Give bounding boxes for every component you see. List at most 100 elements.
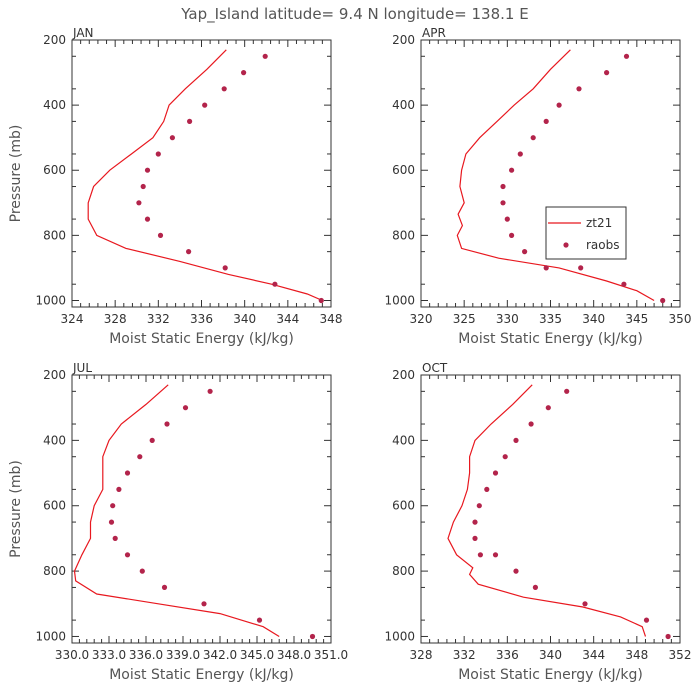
data-point-raobs [108,519,115,525]
data-point-raobs [144,167,151,173]
data-point-raobs [604,70,610,76]
x-tick-label: 333.0 [92,648,126,662]
legend-box [545,206,627,260]
series-line-zt21 [87,49,323,302]
data-point-raobs [124,552,131,558]
y-tick-label: 400 [392,98,415,112]
data-point-raobs [582,601,588,607]
data-point-raobs [556,102,562,108]
data-point-raobs [149,437,155,443]
data-point-raobs [318,297,324,304]
data-point-raobs [116,486,122,492]
data-point-raobs [222,265,228,271]
data-point-raobs [532,584,539,591]
x-tick-label: 320 [410,312,433,326]
x-tick-label: 336.0 [129,648,163,662]
data-point-raobs [472,519,478,525]
data-point-raobs [157,232,164,238]
data-point-raobs [509,167,515,173]
data-point-raobs [643,617,650,623]
data-point-raobs [186,249,192,255]
y-tick-label: 200 [43,368,66,382]
panel-title: JUL [72,361,92,375]
data-point-raobs [492,470,499,476]
x-tick-label: 340 [539,648,562,662]
data-point-raobs [256,617,263,623]
y-axis-label: Pressure (mb) [8,460,24,558]
y-tick-label: 200 [392,368,415,382]
x-axis-label: Moist Static Energy (kJ/kg) [458,331,643,347]
series-line-zt21 [73,384,280,638]
y-tick-label: 600 [43,163,66,177]
panel-title: OCT [422,361,448,375]
data-point-raobs [500,200,506,206]
data-point-raobs [112,535,118,542]
data-point-raobs [513,437,519,443]
data-point-raobs [187,118,193,124]
panel-title: JAN [72,26,94,40]
legend-marker-label: raobs [586,238,620,252]
chart-panel-jul: JUL 330.0 333.0 336.0 339.0 342.0 345.0 348.0 35… [8,361,348,683]
data-point-raobs [623,53,630,59]
chart-panel-apr: APR 320 325 330 335 340 345 350 200 400 600 800 1000… [384,26,691,347]
data-point-raobs [124,470,131,476]
x-tick-label: 345.0 [240,648,274,662]
x-tick-label: 348 [625,648,648,662]
x-tick-label: 335 [539,312,562,326]
x-tick-label: 339.0 [166,648,200,662]
y-tick-label: 600 [43,499,66,513]
legend: zt21 raobs [545,206,627,260]
data-point-raobs [504,216,510,222]
x-tick-label: 336 [496,648,519,662]
y-tick-label: 800 [43,564,66,578]
data-point-raobs [110,503,116,509]
x-tick-label: 332 [147,312,170,326]
data-point-raobs [144,216,151,222]
data-point-raobs [528,421,534,427]
data-point-raobs [660,297,666,304]
y-tick-label: 800 [392,228,415,242]
y-tick-label: 1000 [384,293,415,307]
data-point-raobs [202,102,208,108]
data-point-raobs [476,503,482,509]
data-point-raobs [621,281,627,287]
data-point-raobs [272,281,278,287]
data-point-raobs [221,86,227,92]
data-point-raobs [169,135,175,141]
x-tick-label: 330.0 [55,648,89,662]
data-point-raobs [665,633,671,640]
data-point-raobs [492,552,499,558]
data-point-raobs [484,486,490,492]
data-point-raobs [502,454,508,460]
x-tick-label: 348.0 [277,648,311,662]
y-tick-label: 800 [392,564,415,578]
legend-line-label: zt21 [586,216,612,230]
data-point-raobs [139,568,145,574]
figure-title: Yap_Island latitude= 9.4 N longitude= 13… [180,5,528,24]
data-point-raobs [164,421,170,427]
x-axis-label: Moist Static Energy (kJ/kg) [109,331,294,347]
y-tick-label: 200 [392,33,415,47]
chart-panel-oct: OCT 328 332 336 340 344 348 352 200 400 600 800 1000… [384,361,691,683]
x-tick-label: 348 [320,312,343,326]
x-tick-label: 352 [669,648,692,662]
data-point-raobs [578,265,584,271]
x-tick-label: 328 [410,648,433,662]
data-point-raobs [517,151,523,157]
y-tick-label: 200 [43,33,66,47]
y-tick-label: 400 [43,98,66,112]
series-line-zt21 [447,384,647,637]
data-point-raobs [509,232,515,238]
y-tick-label: 800 [43,228,66,242]
data-point-raobs [564,388,570,394]
data-point-raobs [576,86,582,92]
x-tick-label: 330 [496,312,519,326]
data-point-raobs [161,584,168,591]
x-tick-label: 350 [669,312,692,326]
x-tick-label: 340 [582,312,605,326]
data-point-raobs [201,601,207,607]
data-point-raobs [140,183,146,190]
x-tick-label: 332 [453,648,476,662]
y-tick-label: 1000 [35,629,66,643]
